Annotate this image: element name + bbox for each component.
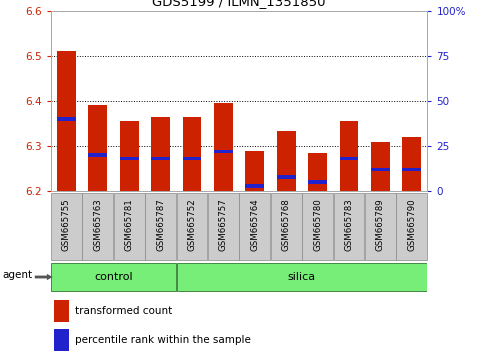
Text: silica: silica (288, 272, 316, 282)
FancyBboxPatch shape (302, 193, 333, 260)
FancyBboxPatch shape (83, 193, 113, 260)
Bar (308, 153, 327, 191)
FancyBboxPatch shape (271, 193, 301, 260)
Bar (277, 131, 296, 191)
Text: GSM665780: GSM665780 (313, 198, 322, 251)
Bar (57, 117, 76, 121)
FancyBboxPatch shape (397, 193, 427, 260)
FancyBboxPatch shape (365, 193, 396, 260)
Bar (88, 105, 107, 191)
Bar (183, 157, 201, 160)
Text: GSM665757: GSM665757 (219, 198, 228, 251)
Bar (371, 142, 390, 191)
Text: GSM665781: GSM665781 (125, 198, 134, 251)
FancyBboxPatch shape (51, 193, 82, 260)
Bar (340, 157, 358, 160)
Bar (245, 184, 264, 188)
Bar (214, 103, 233, 191)
Text: transformed count: transformed count (75, 306, 172, 316)
Bar (120, 157, 139, 160)
Bar (55, 329, 69, 351)
Bar (214, 150, 233, 153)
FancyBboxPatch shape (177, 193, 207, 260)
Bar (120, 121, 139, 191)
FancyBboxPatch shape (145, 193, 176, 260)
Text: GSM665768: GSM665768 (282, 198, 291, 251)
Bar (340, 121, 358, 191)
FancyBboxPatch shape (334, 193, 364, 260)
Text: GSM665764: GSM665764 (250, 198, 259, 251)
FancyBboxPatch shape (240, 193, 270, 260)
Text: GSM665763: GSM665763 (93, 198, 102, 251)
Text: control: control (94, 272, 133, 282)
Text: percentile rank within the sample: percentile rank within the sample (75, 335, 251, 345)
Text: GSM665755: GSM665755 (62, 198, 71, 251)
Bar (88, 153, 107, 157)
Text: GSM665789: GSM665789 (376, 198, 385, 251)
Text: GSM665787: GSM665787 (156, 198, 165, 251)
Bar (371, 168, 390, 171)
Bar (308, 180, 327, 184)
Bar (277, 175, 296, 178)
Text: agent: agent (2, 270, 32, 280)
FancyBboxPatch shape (114, 193, 144, 260)
Text: GSM665783: GSM665783 (344, 198, 354, 251)
Bar (402, 137, 421, 191)
FancyBboxPatch shape (51, 263, 176, 291)
Bar (183, 117, 201, 191)
Bar (402, 168, 421, 171)
FancyBboxPatch shape (177, 263, 427, 291)
Bar (245, 150, 264, 191)
Text: GSM665752: GSM665752 (187, 198, 197, 251)
Bar (151, 117, 170, 191)
Bar (151, 157, 170, 160)
Title: GDS5199 / ILMN_1351850: GDS5199 / ILMN_1351850 (152, 0, 326, 8)
Bar (55, 300, 69, 322)
Bar (57, 51, 76, 191)
FancyBboxPatch shape (208, 193, 239, 260)
Text: GSM665790: GSM665790 (407, 198, 416, 251)
